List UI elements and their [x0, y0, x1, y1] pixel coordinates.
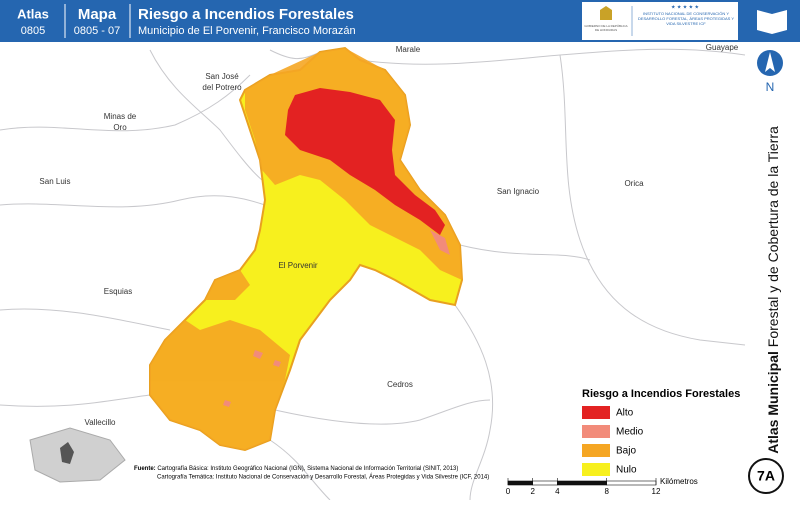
legend-title: Riesgo a Incendios Forestales: [582, 388, 740, 400]
place-line: Oro: [113, 123, 127, 132]
area: [223, 350, 281, 407]
stars: ★ ★ ★ ★ ★: [671, 4, 699, 10]
north-arrow: [765, 52, 775, 72]
source-line2: Cartografía Temática: Instituto Nacional…: [157, 474, 489, 481]
boundary: [459, 244, 591, 261]
boundaries: [0, 48, 746, 501]
atlas-label: Atlas: [17, 6, 49, 21]
risk-alto: [285, 88, 445, 235]
atlas-code: 0805: [21, 25, 45, 37]
place-line: Minas de: [104, 112, 137, 121]
scale-label: 8: [604, 487, 609, 496]
place-label: Vallecillo: [85, 418, 117, 427]
source-line1: Fuente: Cartografía Básica: Instituto Ge…: [134, 466, 458, 472]
north-label: N: [766, 80, 775, 94]
inset-country: [29, 427, 126, 483]
place-label: San Luis: [39, 177, 70, 186]
logo-right-text: INSTITUTO NACIONAL DE CONSERVACIÓN Y DES…: [637, 11, 735, 26]
place-label: San Ignacio: [497, 187, 540, 196]
boundary: [269, 49, 321, 59]
scale-label: 12: [652, 487, 661, 496]
side-title-bold: Atlas Municipal: [765, 351, 781, 454]
emblem: [600, 6, 612, 20]
logo-right: INSTITUTO NACIONAL DE CONSERVACIÓN Y DES…: [637, 11, 735, 26]
legend-swatch: [582, 406, 610, 419]
place-label: Cedros: [387, 380, 413, 389]
logo-left-text: GOBIERNO DE LA REPÚBLICA DE HONDURAS: [584, 24, 628, 32]
scale-segment: [532, 480, 558, 486]
logo-left: GOBIERNO DE LA REPÚBLICA DE HONDURAS: [584, 24, 628, 32]
side-title-rest: Forestal y de Cobertura de la Tierra: [765, 126, 781, 347]
sheet-circle: [748, 458, 784, 494]
place-label: Minas de Oro: [104, 112, 137, 132]
legend-swatch: [582, 463, 610, 476]
subtitle: Municipio de El Porvenir, Francisco Mora…: [138, 25, 356, 37]
scale-segment: [557, 480, 607, 486]
boundary: [269, 439, 331, 501]
source-text: Cartografía Básica: Instituto Geográfico…: [157, 466, 458, 472]
boundary: [0, 74, 251, 132]
map-label: Mapa: [78, 6, 117, 23]
legend-label: Nulo: [616, 465, 637, 476]
inset-department: [60, 442, 74, 464]
place-label: Marale: [396, 45, 421, 54]
boundary: [274, 399, 491, 425]
area: [285, 88, 445, 235]
scale-label: 0: [506, 487, 511, 496]
boundary: [0, 308, 171, 331]
book-icon: [757, 10, 787, 34]
boundary: [454, 304, 494, 501]
place-line: del Potrero: [202, 83, 242, 92]
place-label: Esquias: [104, 287, 132, 296]
dynamic: Marale Guayape San José del Potrero Minas de…: [39, 43, 740, 496]
scale-label: 4: [555, 487, 560, 496]
legend-label: Medio: [616, 427, 644, 438]
legend-swatch: [582, 425, 610, 438]
legend-swatch: [582, 444, 610, 457]
boundary: [149, 49, 263, 181]
scale-label: 2: [530, 487, 535, 496]
map-code: 0805 - 07: [74, 25, 120, 37]
boundary: [0, 394, 151, 407]
scale-unit: Kilómetros: [660, 477, 698, 486]
place-label: Orica: [624, 179, 644, 188]
place-label: Guayape: [706, 43, 739, 52]
boundary: [0, 195, 266, 208]
legend-label: Bajo: [616, 446, 636, 457]
title: Riesgo a Incendios Forestales: [138, 6, 354, 23]
scale-segment: [606, 480, 657, 486]
boundary: [359, 48, 746, 65]
place-label: El Porvenir: [278, 261, 317, 270]
place-label: San José del Potrero: [202, 72, 242, 92]
area: [430, 230, 450, 255]
area: [205, 270, 250, 300]
boundary: [559, 54, 746, 346]
source-heading: Fuente:: [134, 466, 156, 472]
place-line: San José: [205, 72, 239, 81]
scale-segment: [507, 480, 533, 486]
sheet-label: 7A: [757, 468, 775, 484]
risk-medio: [223, 230, 450, 407]
side-title: Atlas Municipal Forestal y de Cobertura …: [765, 126, 781, 454]
legend-label: Alto: [616, 408, 634, 419]
